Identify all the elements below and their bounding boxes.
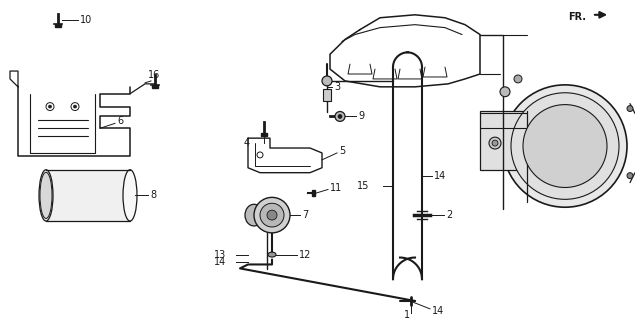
- Bar: [323, 89, 331, 101]
- Bar: [46, 170, 131, 221]
- Bar: [480, 110, 528, 170]
- Bar: [55, 24, 61, 27]
- Circle shape: [627, 106, 633, 111]
- Text: 9: 9: [358, 111, 364, 122]
- Circle shape: [322, 76, 332, 86]
- Circle shape: [503, 85, 627, 207]
- Text: 13: 13: [214, 250, 226, 260]
- Bar: [261, 133, 267, 136]
- Circle shape: [514, 75, 522, 83]
- Text: FR.: FR.: [568, 12, 586, 22]
- Ellipse shape: [123, 170, 137, 221]
- Text: 12: 12: [299, 250, 311, 260]
- Ellipse shape: [39, 170, 53, 221]
- Text: 15: 15: [357, 180, 369, 190]
- Circle shape: [627, 173, 633, 179]
- Circle shape: [500, 87, 510, 97]
- Circle shape: [335, 111, 345, 121]
- Bar: [312, 190, 315, 196]
- Circle shape: [338, 115, 342, 118]
- Ellipse shape: [245, 204, 263, 226]
- Text: 6: 6: [117, 116, 123, 126]
- Text: 8: 8: [150, 190, 156, 200]
- Text: 4: 4: [244, 138, 250, 148]
- Circle shape: [492, 140, 498, 146]
- Circle shape: [267, 210, 277, 220]
- Text: 3: 3: [334, 82, 340, 92]
- Text: 1: 1: [404, 310, 410, 320]
- Bar: [152, 85, 158, 88]
- Text: 5: 5: [339, 146, 345, 156]
- Ellipse shape: [40, 172, 52, 219]
- Circle shape: [489, 137, 501, 149]
- Text: 10: 10: [80, 15, 92, 25]
- Text: 14: 14: [214, 258, 226, 268]
- Text: 2: 2: [446, 210, 452, 220]
- Text: 14: 14: [432, 306, 444, 316]
- Ellipse shape: [268, 252, 276, 257]
- Text: 7: 7: [302, 210, 308, 220]
- Text: 14: 14: [434, 171, 446, 181]
- Circle shape: [254, 197, 290, 233]
- Circle shape: [523, 105, 607, 188]
- Circle shape: [260, 203, 284, 227]
- Circle shape: [74, 105, 76, 108]
- Circle shape: [48, 105, 51, 108]
- Text: 16: 16: [148, 70, 160, 80]
- Circle shape: [511, 93, 619, 199]
- Text: 11: 11: [330, 183, 342, 194]
